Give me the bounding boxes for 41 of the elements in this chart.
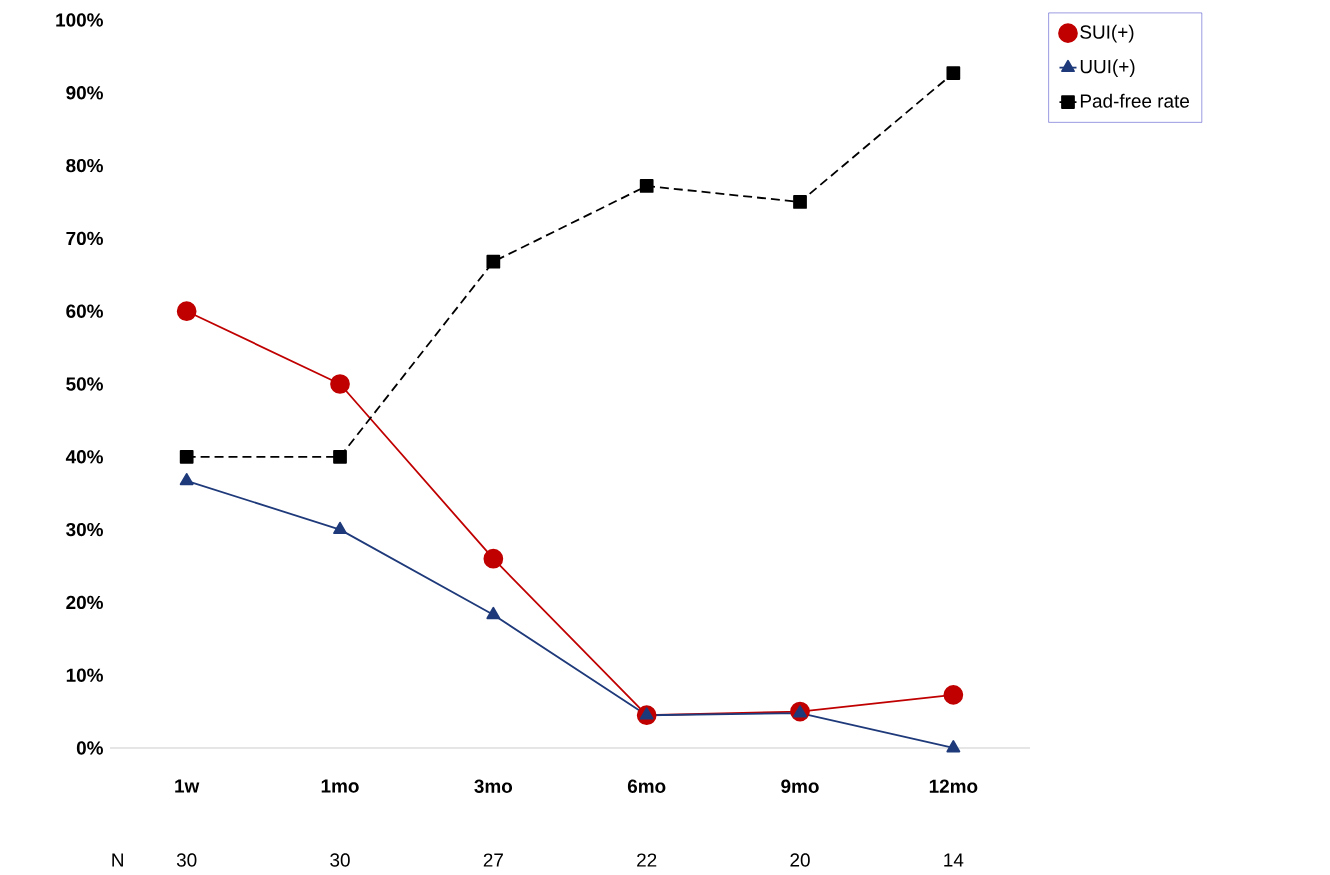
point — [639, 179, 654, 193]
point — [486, 254, 501, 269]
point — [483, 548, 504, 569]
x-tick-label: 6mo — [627, 779, 666, 793]
y-tick-label: 40% — [65, 450, 103, 464]
point — [946, 66, 961, 80]
text: 14 — [944, 853, 964, 867]
point — [333, 449, 347, 464]
y-tick-label: 70% — [66, 231, 103, 246]
x-tick-label: 1mo — [321, 779, 359, 793]
point — [943, 684, 964, 705]
legend-label: UUI(+) — [1080, 59, 1135, 77]
point — [793, 195, 807, 209]
y-tick-label: 60% — [66, 304, 103, 318]
text: 22 — [637, 853, 657, 867]
point — [176, 301, 197, 322]
point — [946, 740, 961, 753]
x-tick-label: 12mo — [929, 779, 978, 793]
y-tick-label: 0% — [76, 741, 103, 755]
text: 30 — [330, 853, 350, 867]
y-tick-label: 30% — [66, 522, 103, 537]
y-tick-label: 20% — [66, 595, 103, 610]
x-tick-label: 3mo — [474, 779, 513, 793]
text: N — [112, 853, 123, 867]
y-tick-label: 10% — [66, 668, 103, 682]
point — [330, 374, 350, 394]
x-tick-label: 1w — [175, 779, 200, 793]
text: 27 — [483, 853, 503, 867]
x-tick-label: 9mo — [781, 779, 819, 793]
point — [333, 521, 347, 534]
text: 20 — [790, 853, 810, 867]
point — [179, 449, 194, 464]
legend-label: Pad-free rate — [1080, 93, 1189, 108]
y-tick-label: 90% — [66, 86, 103, 100]
text: 30 — [176, 853, 197, 867]
y-tick-label: 50% — [66, 377, 103, 391]
point — [486, 606, 501, 620]
y-tick-label: 80% — [66, 158, 103, 173]
legend-label: SUI(+) — [1080, 24, 1134, 43]
point — [179, 472, 194, 486]
y-tick-label: 100% — [56, 13, 103, 27]
